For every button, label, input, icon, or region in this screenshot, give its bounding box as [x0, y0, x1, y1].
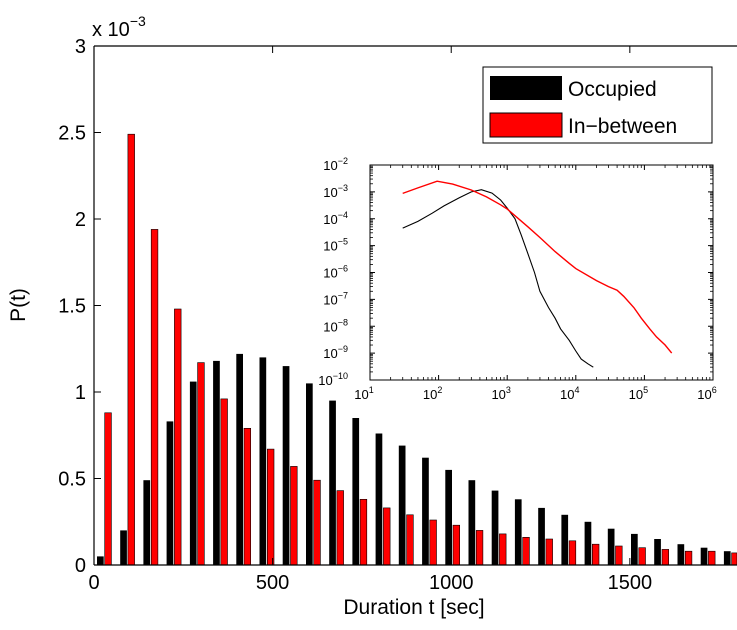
bar-in-between	[336, 490, 344, 566]
bar-in-between	[615, 545, 623, 566]
y-tick-label: 0	[75, 555, 86, 577]
inset-y-tick-label: 10−5	[323, 237, 348, 254]
main-axes: 0 0.5 1 1.5 2 2.5 3 0 500 1000 1500	[58, 36, 737, 594]
bar-in-between	[150, 229, 159, 566]
x-axis-label: Duration t [sec]	[343, 596, 484, 619]
bar-in-between	[313, 479, 321, 566]
inset-y-tick-label: 10−7	[323, 290, 348, 307]
bar-occupied	[631, 533, 638, 565]
bar-occupied	[97, 556, 104, 565]
bar-occupied	[166, 421, 174, 565]
bar-in-between	[499, 533, 507, 566]
bar-occupied	[282, 366, 290, 565]
legend-swatch-occupied	[490, 76, 562, 100]
bar-occupied	[236, 353, 243, 565]
bar-in-between	[243, 427, 251, 566]
x-tick-label: 0	[88, 572, 99, 594]
bar-occupied	[723, 551, 731, 565]
bar-in-between	[127, 133, 135, 566]
bar-in-between	[545, 538, 553, 566]
bar-occupied	[514, 499, 522, 565]
bar-in-between	[684, 550, 693, 566]
bar-in-between	[220, 398, 228, 566]
bar-occupied	[189, 381, 197, 565]
y-multiplier: x 10−3	[92, 13, 146, 41]
y-tick-label: 1	[75, 382, 86, 404]
bar-in-between	[452, 524, 460, 566]
bar-occupied	[352, 418, 360, 565]
bar-occupied	[584, 521, 592, 566]
y-tick-label: 2	[75, 209, 86, 231]
inset-y-tick-label: 10−3	[323, 183, 348, 200]
inset-x-tick-label: 101	[354, 385, 373, 402]
y-tick-label: 1.5	[58, 296, 86, 318]
bar-in-between	[104, 412, 112, 566]
bar-in-between	[475, 530, 484, 566]
bar-occupied	[259, 357, 267, 565]
bar-occupied	[677, 544, 685, 565]
bar-in-between	[731, 552, 737, 566]
legend-swatch-in-between	[489, 112, 563, 138]
x-tick-label: 1500	[608, 572, 653, 594]
bar-in-between	[708, 550, 716, 566]
inset-y-tick-label: 10−8	[323, 317, 348, 334]
bar-occupied	[422, 457, 429, 565]
bar-occupied	[375, 433, 383, 565]
y-tick-label: 3	[75, 36, 86, 58]
inset-y-tick-label: 10−6	[323, 264, 348, 281]
inset-x-tick-label: 105	[629, 385, 648, 402]
inset-lines	[402, 180, 673, 368]
bar-occupied	[306, 383, 313, 565]
bar-in-between	[522, 536, 530, 566]
inset-line-in-between	[402, 180, 673, 354]
legend-label-in-between: In−between	[568, 115, 677, 138]
bar-occupied	[445, 469, 452, 565]
bar-in-between	[266, 448, 275, 566]
x-tick-label: 1000	[429, 572, 474, 594]
legend: Occupied In−between	[482, 66, 713, 144]
bar-occupied	[538, 507, 545, 565]
bar-occupied	[700, 547, 708, 565]
bar-in-between	[383, 507, 391, 566]
bar-occupied	[213, 360, 220, 565]
bar-in-between	[359, 498, 368, 566]
bar-in-between	[638, 547, 646, 566]
inset-y-tick-label: 10−2	[323, 156, 348, 173]
bar-occupied	[120, 530, 127, 565]
bar-occupied	[329, 400, 336, 565]
y-tick-label: 0.5	[58, 469, 86, 491]
inset-x-tick-label: 106	[697, 385, 716, 402]
inset-y-tick-label: 10−10	[318, 371, 348, 388]
inset-axes: 101 102 103 104 105 106 10−10 10−9 10−8 10−7 10−6 1…	[318, 156, 716, 402]
bar-in-between	[661, 549, 669, 566]
bar-in-between	[591, 543, 600, 566]
inset-y-tick-label: 10−9	[323, 344, 348, 361]
bar-occupied	[468, 480, 476, 565]
inset-line-occupied	[402, 189, 594, 368]
inset-x-tick-label: 103	[491, 385, 510, 402]
inset-background	[370, 165, 713, 380]
x-tick-label: 500	[256, 572, 289, 594]
y-axis-label: P(t)	[7, 288, 30, 322]
bar-in-between	[174, 308, 182, 566]
bar-in-between	[290, 466, 298, 566]
inset-y-tick-label: 10−4	[323, 210, 348, 227]
y-tick-label: 2.5	[58, 123, 86, 145]
bar-occupied	[491, 490, 499, 565]
bar-in-between	[197, 362, 205, 566]
bar-occupied	[398, 445, 406, 565]
bar-in-between	[568, 540, 577, 566]
bar-in-between	[429, 519, 437, 566]
inset-x-tick-label: 102	[423, 385, 442, 402]
inset-x-tick-label: 104	[560, 385, 579, 402]
bar-occupied	[561, 514, 569, 565]
bar-occupied	[654, 539, 661, 565]
bar-occupied	[607, 528, 615, 565]
legend-label-occupied: Occupied	[568, 78, 657, 101]
bar-in-between	[406, 514, 414, 566]
bar-occupied	[143, 480, 151, 565]
